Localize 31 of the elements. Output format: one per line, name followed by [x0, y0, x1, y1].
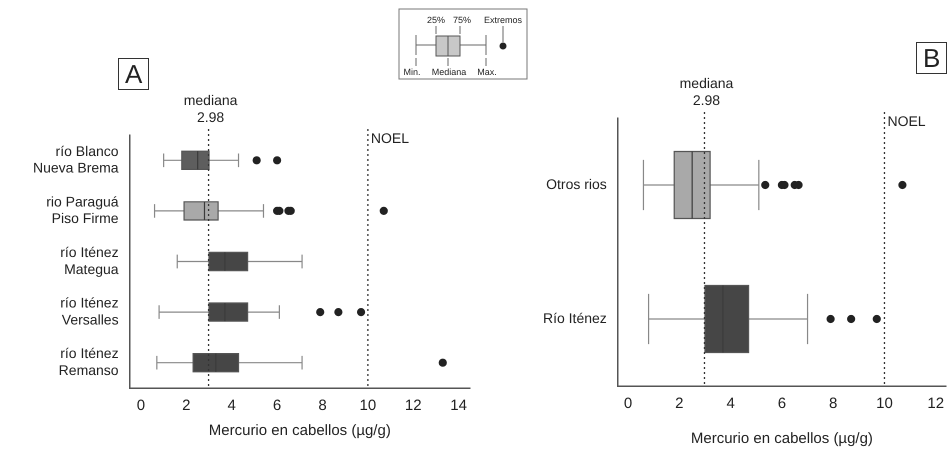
x-tick-label: 8 [318, 397, 327, 414]
x-tick-label: 12 [404, 397, 422, 414]
ref-line-label: mediana 2.98 [184, 92, 238, 125]
x-tick-label: 2 [675, 395, 684, 412]
x-tick-label: 10 [876, 395, 893, 412]
x-tick-label: 0 [136, 397, 146, 414]
y-tick-label: río Blanco Nueva Brema [33, 142, 119, 176]
x-axis-title: Mercurio en cabellos (µg/g) [208, 422, 391, 440]
x-tick-label: 8 [829, 395, 838, 412]
x-tick-label: 4 [228, 397, 236, 414]
box-plot-key: 25% 75% Extremos Min. Mediana Max. [398, 8, 528, 80]
x-tick-label: 6 [272, 397, 282, 414]
ref-line-label: NOEL [887, 113, 926, 129]
x-tick-label: 10 [360, 397, 376, 414]
x-tick-label: 14 [450, 397, 467, 414]
x-tick-label: 2 [182, 397, 190, 414]
x-tick-label: 6 [778, 395, 786, 412]
x-tick-label: 12 [927, 395, 944, 412]
x-tick-label: 4 [726, 395, 735, 412]
chart-title: B [916, 42, 948, 74]
x-axis-title: Mercurio en cabellos (µg/g) [690, 430, 873, 448]
y-tick-label: Otros rios [546, 176, 607, 192]
ref-line-label: NOEL [370, 130, 410, 146]
x-tick-label: 0 [624, 395, 632, 412]
y-tick-label: Río Iténez [542, 310, 607, 326]
chart-title: A [118, 58, 150, 90]
y-tick-label: río Iténez Versalles [60, 294, 119, 328]
y-tick-label: rio Paraguá Piso Firme [46, 193, 119, 226]
ref-line-label: mediana 2.98 [680, 75, 734, 108]
y-tick-label: río Iténez Remanso [58, 345, 119, 378]
y-tick-label: río Iténez Mategua [60, 244, 119, 277]
